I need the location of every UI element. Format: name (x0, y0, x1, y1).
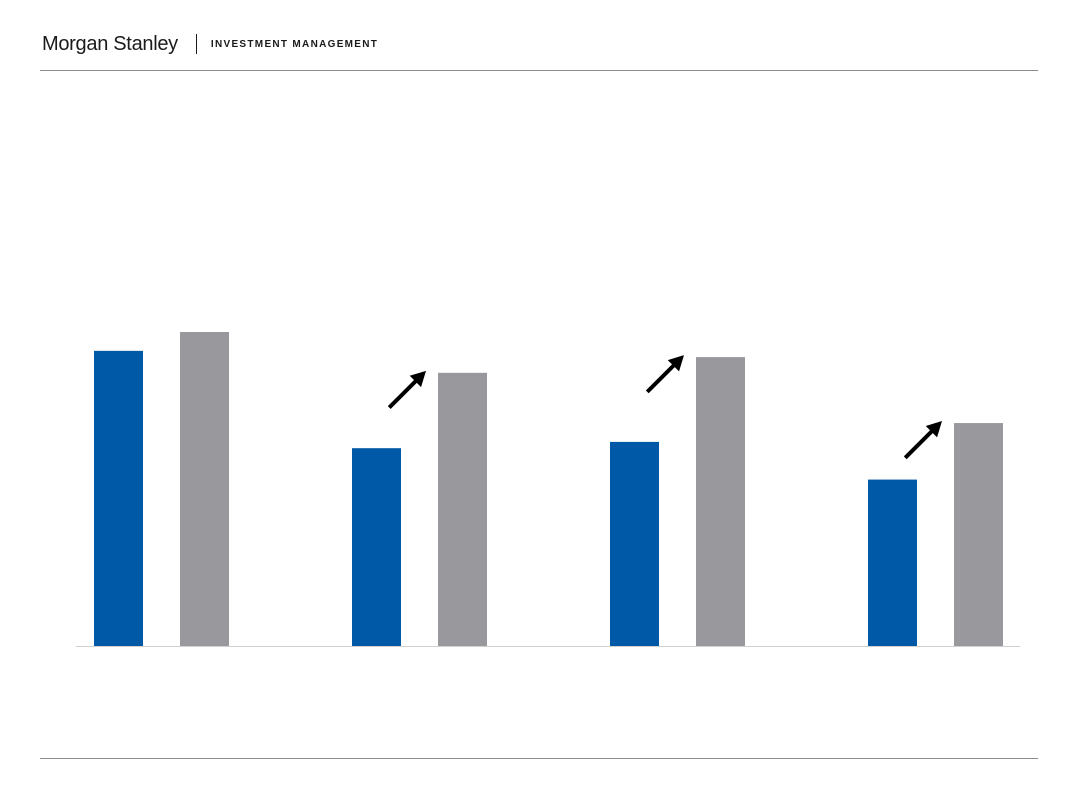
bar-g2-s1 (352, 448, 401, 646)
top-rule (40, 70, 1038, 71)
bar-g4-s1 (868, 479, 917, 646)
bar-g2-s2 (438, 372, 487, 646)
bar-g4-s2 (954, 423, 1003, 646)
bar-g3-s2 (696, 357, 745, 646)
arrow-group (387, 355, 942, 460)
header-divider (195, 34, 197, 54)
header: Morgan Stanley INVESTMENT MANAGEMENT (42, 28, 378, 60)
bar-g1-s2 (180, 332, 229, 646)
bar-g1-s1 (94, 350, 143, 646)
division-label: INVESTMENT MANAGEMENT (210, 38, 379, 50)
trend-arrow-icon (645, 355, 684, 394)
bottom-rule (40, 758, 1038, 759)
trend-arrow-icon (903, 421, 942, 460)
bar-group (94, 332, 1003, 646)
brand-logo: Morgan Stanley (42, 32, 178, 55)
trend-arrow-icon (387, 370, 426, 410)
bar-g3-s1 (610, 441, 659, 646)
